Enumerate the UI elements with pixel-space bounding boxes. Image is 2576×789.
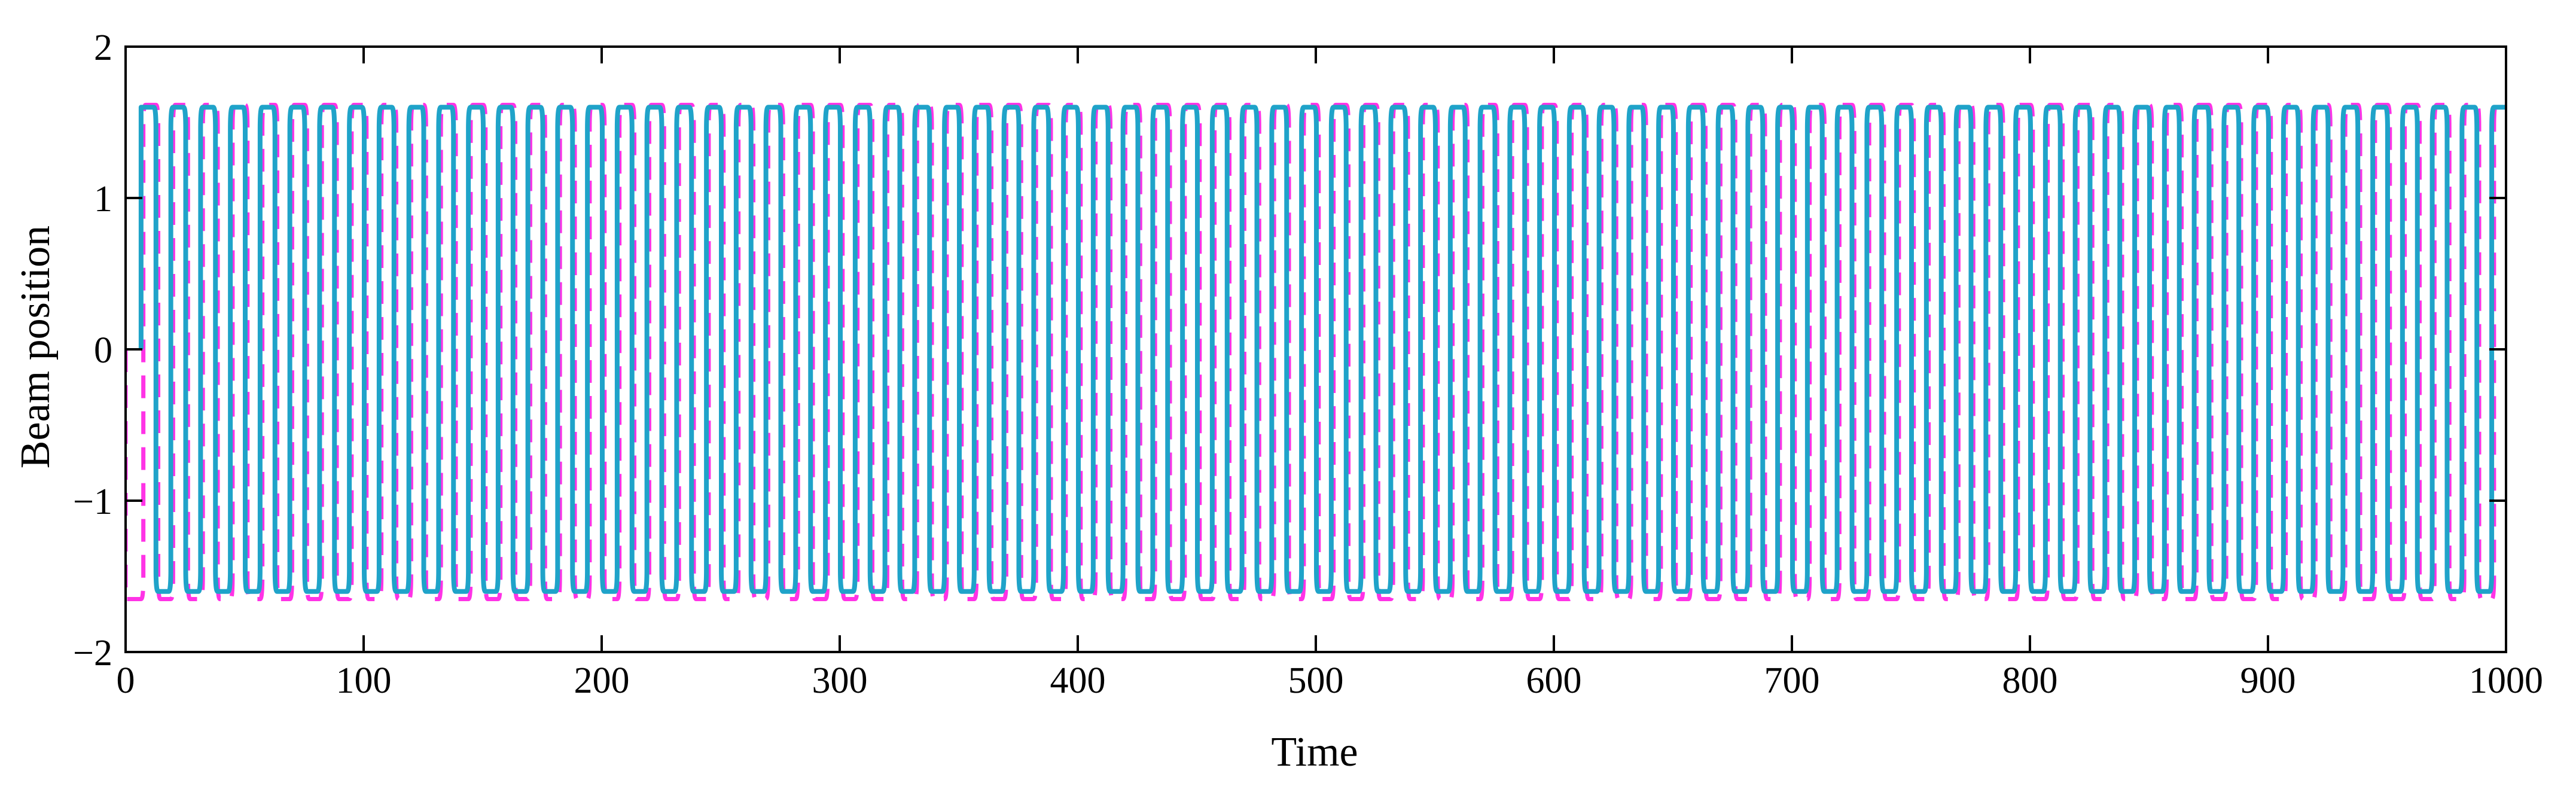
x-tick-label: 1000 <box>2469 660 2543 701</box>
x-tick-label: 900 <box>2240 660 2296 701</box>
y-tick-label: 1 <box>94 179 112 220</box>
x-tick-label: 600 <box>1526 660 1582 701</box>
y-tick-label: 2 <box>94 28 112 68</box>
x-tick-label: 400 <box>1050 660 1106 701</box>
y-tick-label: 0 <box>94 330 112 371</box>
y-axis-label: Beam position <box>13 226 59 468</box>
series-solid-line <box>138 105 2506 594</box>
x-tick-label: 300 <box>812 660 868 701</box>
x-tick-label: 100 <box>336 660 392 701</box>
x-tick-label: 200 <box>574 660 630 701</box>
y-tick-label: −2 <box>73 633 112 674</box>
x-tick-label: 800 <box>2002 660 2058 701</box>
x-tick-label: 500 <box>1288 660 1344 701</box>
plot-area <box>126 102 2506 601</box>
y-tick-label: −1 <box>73 482 112 522</box>
x-axis-label: Time <box>1271 729 1358 775</box>
x-tick-label: 700 <box>1764 660 1820 701</box>
x-tick-label: 0 <box>117 660 135 701</box>
axes: 0 100 200 300 400 500 600 700 800 900 1000 −2 −1 0 1 2 <box>73 28 2543 701</box>
